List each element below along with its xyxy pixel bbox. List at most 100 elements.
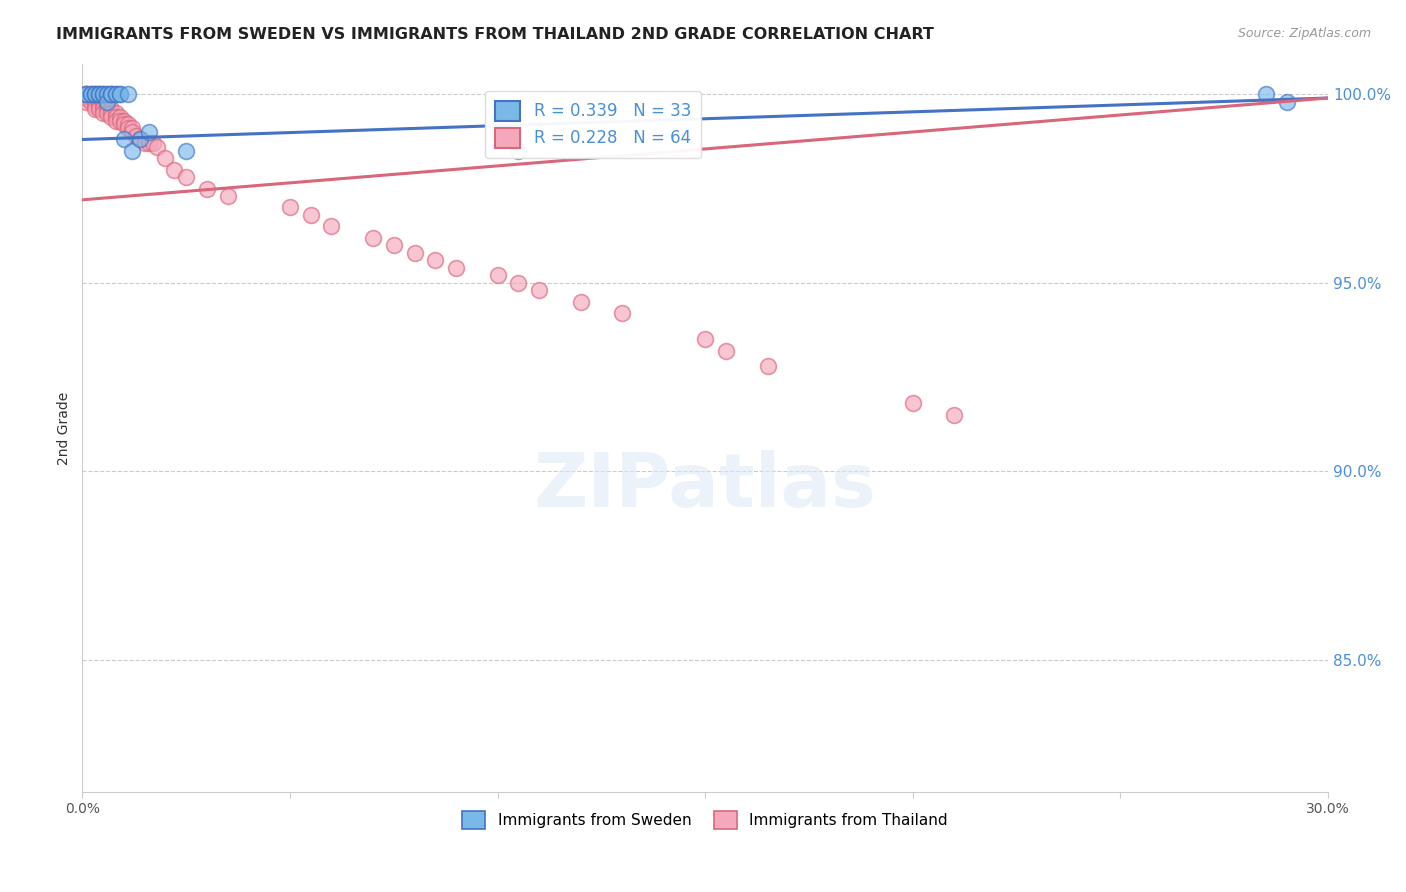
Point bbox=[87, 103, 110, 117]
Point bbox=[117, 121, 139, 136]
Point bbox=[527, 284, 550, 298]
Point bbox=[508, 144, 530, 158]
Point bbox=[104, 87, 127, 102]
Point bbox=[444, 260, 467, 275]
Point bbox=[174, 170, 197, 185]
Point bbox=[91, 106, 114, 120]
Point bbox=[112, 113, 135, 128]
Point bbox=[75, 87, 97, 102]
Point bbox=[146, 140, 169, 154]
Point bbox=[96, 106, 118, 120]
Point bbox=[87, 87, 110, 102]
Point bbox=[79, 87, 101, 102]
Point bbox=[901, 396, 924, 410]
Point bbox=[79, 87, 101, 102]
Point bbox=[100, 87, 122, 102]
Point bbox=[75, 87, 97, 102]
Point bbox=[695, 332, 717, 346]
Point bbox=[100, 87, 122, 102]
Point bbox=[163, 162, 186, 177]
Point bbox=[108, 113, 131, 128]
Point bbox=[96, 95, 118, 109]
Point bbox=[83, 87, 105, 102]
Point bbox=[612, 306, 634, 320]
Point bbox=[83, 87, 105, 102]
Point bbox=[714, 343, 737, 358]
Text: IMMIGRANTS FROM SWEDEN VS IMMIGRANTS FROM THAILAND 2ND GRADE CORRELATION CHART: IMMIGRANTS FROM SWEDEN VS IMMIGRANTS FRO… bbox=[56, 27, 934, 42]
Point bbox=[756, 359, 779, 373]
Point bbox=[100, 103, 122, 117]
Point bbox=[108, 87, 131, 102]
Y-axis label: 2nd Grade: 2nd Grade bbox=[58, 392, 72, 465]
Point bbox=[104, 110, 127, 124]
Point bbox=[108, 87, 131, 102]
Point bbox=[104, 106, 127, 120]
Point bbox=[943, 408, 966, 422]
Point bbox=[87, 98, 110, 112]
Text: Source: ZipAtlas.com: Source: ZipAtlas.com bbox=[1237, 27, 1371, 40]
Point bbox=[91, 87, 114, 102]
Point bbox=[91, 98, 114, 112]
Point bbox=[91, 95, 114, 109]
Point bbox=[404, 245, 426, 260]
Point bbox=[112, 132, 135, 146]
Point bbox=[83, 91, 105, 105]
Point bbox=[569, 294, 592, 309]
Point bbox=[104, 113, 127, 128]
Point bbox=[486, 268, 509, 283]
Point bbox=[96, 98, 118, 112]
Point bbox=[79, 87, 101, 102]
Point bbox=[75, 87, 97, 102]
Point bbox=[382, 238, 405, 252]
Point bbox=[108, 110, 131, 124]
Point bbox=[1254, 87, 1277, 102]
Point bbox=[486, 125, 509, 139]
Point bbox=[96, 87, 118, 102]
Point bbox=[100, 110, 122, 124]
Legend: Immigrants from Sweden, Immigrants from Thailand: Immigrants from Sweden, Immigrants from … bbox=[457, 805, 955, 835]
Point bbox=[75, 87, 97, 102]
Point bbox=[195, 181, 218, 195]
Point bbox=[91, 103, 114, 117]
Point bbox=[134, 136, 156, 151]
Point bbox=[121, 121, 143, 136]
Point bbox=[155, 152, 177, 166]
Point bbox=[75, 91, 97, 105]
Point bbox=[138, 125, 160, 139]
Point bbox=[91, 87, 114, 102]
Point bbox=[508, 276, 530, 290]
Point bbox=[174, 144, 197, 158]
Point bbox=[129, 132, 152, 146]
Point bbox=[83, 103, 105, 117]
Point bbox=[217, 189, 239, 203]
Point bbox=[83, 98, 105, 112]
Point bbox=[104, 87, 127, 102]
Point bbox=[112, 117, 135, 131]
Point bbox=[79, 91, 101, 105]
Point bbox=[75, 95, 97, 109]
Point bbox=[87, 87, 110, 102]
Point bbox=[83, 87, 105, 102]
Point bbox=[121, 144, 143, 158]
Point bbox=[299, 208, 322, 222]
Point bbox=[91, 87, 114, 102]
Point bbox=[138, 136, 160, 151]
Point bbox=[100, 87, 122, 102]
Point bbox=[87, 95, 110, 109]
Point bbox=[361, 230, 384, 244]
Text: ZIPatlas: ZIPatlas bbox=[534, 450, 876, 523]
Point bbox=[129, 132, 152, 146]
Point bbox=[117, 87, 139, 102]
Point bbox=[87, 87, 110, 102]
Point bbox=[83, 95, 105, 109]
Point bbox=[321, 219, 343, 234]
Point bbox=[100, 106, 122, 120]
Point bbox=[96, 87, 118, 102]
Point bbox=[425, 253, 447, 268]
Point bbox=[96, 103, 118, 117]
Point bbox=[125, 128, 148, 143]
Point bbox=[1275, 95, 1298, 109]
Point bbox=[79, 95, 101, 109]
Point bbox=[121, 125, 143, 139]
Point bbox=[142, 136, 165, 151]
